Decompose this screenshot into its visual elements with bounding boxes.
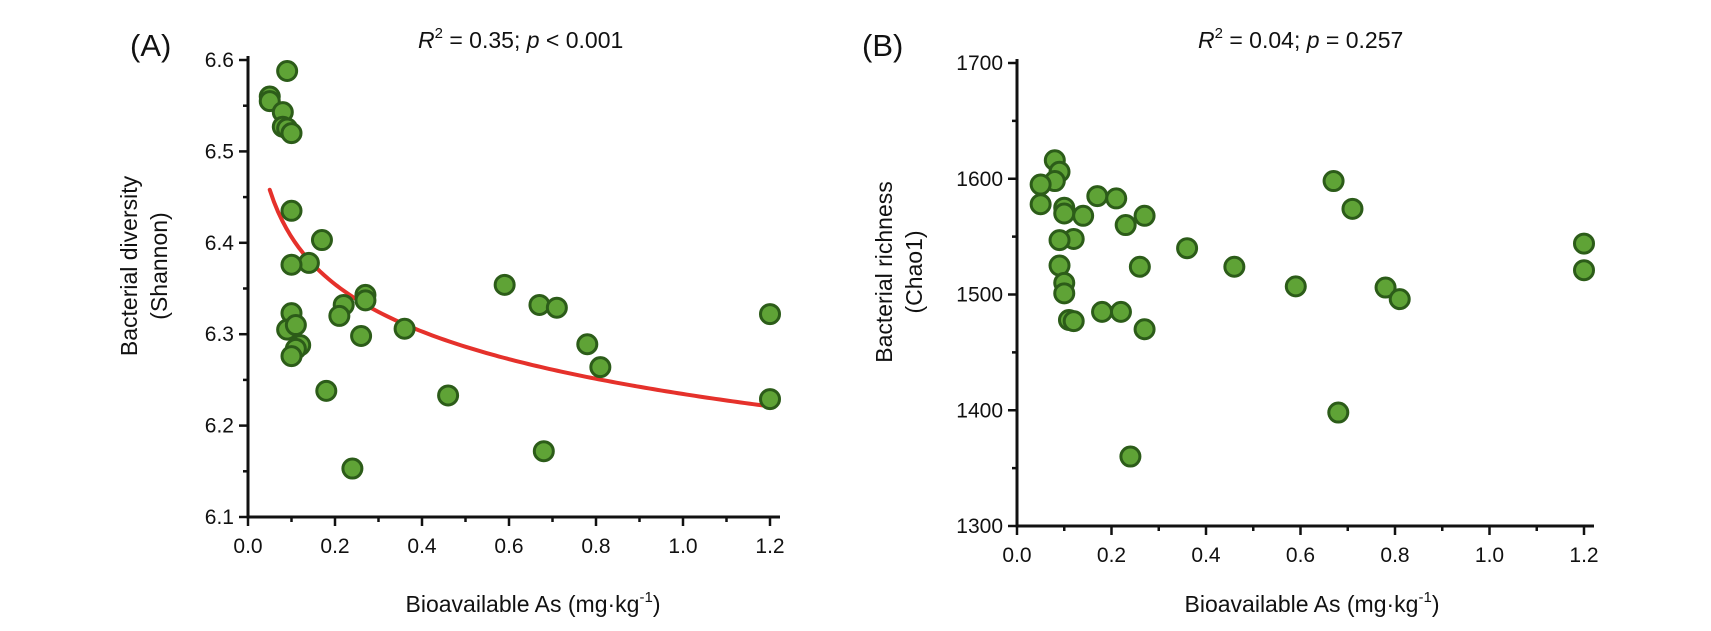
panel-b-data-point — [1176, 237, 1199, 260]
panel-b-data-point — [1091, 300, 1114, 323]
panel-b-data-point — [1062, 310, 1085, 333]
panel-a: (A) R2 = 0.35; p < 0.001 Bacterial diver… — [116, 25, 785, 617]
panel-b-axis-lines — [1015, 59, 1594, 528]
panel-b-x-tick-label: 0.2 — [1097, 544, 1126, 567]
panel-b-y-axis-label: Bacterial richness (Chao1) — [871, 181, 927, 363]
panel-b: (B) R2 = 0.04; p = 0.257 Bacterial richn… — [862, 25, 1599, 617]
panel-a-data-point — [280, 122, 303, 145]
panel-b-y-axis-label-line2: (Chao1) — [901, 230, 927, 313]
panel-b-data-point — [1133, 204, 1156, 227]
panel-a-x-tick-label: 0.2 — [320, 535, 349, 558]
panel-a-data-point — [280, 199, 303, 222]
panel-a-y-tick-label: 6.3 — [205, 323, 234, 346]
panel-a-data-point — [393, 317, 416, 340]
panel-a-data-point — [354, 289, 377, 312]
panel-a-data-point — [528, 293, 551, 316]
panel-b-data-point — [1341, 197, 1364, 220]
panel-b-data-point — [1573, 232, 1595, 255]
panel-a-stats: R2 = 0.35; p < 0.001 — [418, 25, 623, 53]
panel-a-points — [258, 59, 781, 480]
panel-a-data-point — [545, 296, 568, 319]
panel-b-x-axis-label: Bioavailable As (mg·kg-1) — [1185, 589, 1440, 617]
panel-b-label: (B) — [862, 28, 903, 63]
panel-a-x-tick-label: 1.0 — [668, 535, 697, 558]
panel-a-data-point — [437, 384, 460, 407]
panel-a-y-tick-label: 6.2 — [205, 415, 234, 438]
panel-b-x-tick-label: 1.2 — [1569, 544, 1598, 567]
panel-a-axes: 0.0 0.2 0.4 0.6 0.8 1.0 1.2 6.1 6.2 6.3 6.4 6.5 6.6 — [205, 49, 785, 558]
panel-b-data-point — [1128, 255, 1151, 278]
panel-b-data-point — [1327, 401, 1350, 424]
panel-b-axes: 0.0 0.2 0.4 0.6 0.8 1.0 1.2 1300 1400 1500 1600 170… — [956, 52, 1598, 567]
panel-a-y-tick-label: 6.6 — [205, 49, 234, 72]
panel-a-data-point — [284, 314, 307, 337]
panel-b-y-tick-label: 1700 — [956, 52, 1003, 75]
panel-b-data-point — [1109, 300, 1132, 323]
panel-b-data-point — [1284, 275, 1307, 298]
panel-b-data-point — [1114, 214, 1137, 237]
panel-a-data-point — [280, 345, 303, 368]
panel-b-stats: R2 = 0.04; p = 0.257 — [1198, 25, 1403, 53]
panel-a-data-point — [280, 253, 303, 276]
panel-b-data-point — [1072, 204, 1095, 227]
panel-a-data-point — [328, 304, 351, 327]
panel-a-y-axis-label: Bacterial diversity (Shannon) — [116, 175, 172, 356]
panel-b-x-tick-label: 1.0 — [1475, 544, 1504, 567]
panel-b-data-point — [1322, 170, 1345, 193]
panel-a-x-tick-label: 0.8 — [581, 535, 610, 558]
panel-b-x-tick-label: 0.8 — [1380, 544, 1409, 567]
panel-a-data-point — [759, 303, 781, 326]
panel-b-y-axis-label-line1: Bacterial richness — [871, 181, 897, 363]
panel-a-data-point — [759, 388, 781, 411]
panel-a-x-tick-label: 1.2 — [755, 535, 784, 558]
panel-a-data-point — [589, 356, 612, 379]
panel-b-data-point — [1029, 193, 1052, 216]
panel-a-x-tick-label: 0.6 — [494, 535, 523, 558]
panel-a-x-axis-label: Bioavailable As (mg·kg-1) — [406, 589, 661, 617]
panel-a-label: (A) — [130, 28, 171, 63]
panel-a-fit-layer — [267, 187, 772, 409]
panel-b-data-point — [1223, 255, 1246, 278]
panel-a-data-point — [341, 457, 364, 480]
panel-a-y-axis-label-line1: Bacterial diversity — [116, 175, 142, 356]
panel-a-data-point — [493, 273, 516, 296]
panel-b-y-tick-label: 1600 — [956, 168, 1003, 191]
panel-b-data-point — [1374, 276, 1397, 299]
panel-a-data-point — [310, 229, 333, 252]
panel-a-fit-curve — [267, 187, 772, 409]
panel-a-y-axis-label-line2: (Shannon) — [146, 212, 172, 319]
panel-a-data-point — [350, 325, 373, 348]
panel-a-data-point — [532, 440, 555, 463]
panel-b-data-point — [1029, 173, 1052, 196]
panel-b-x-tick-label: 0.0 — [1002, 544, 1031, 567]
panel-b-data-point — [1573, 259, 1595, 282]
panel-a-data-point — [276, 59, 299, 82]
panel-b-y-tick-label: 1400 — [956, 399, 1003, 422]
panel-a-y-tick-label: 6.4 — [205, 232, 235, 255]
panel-b-x-tick-label: 0.6 — [1286, 544, 1315, 567]
panel-a-data-point — [315, 379, 338, 402]
panel-b-data-point — [1086, 185, 1109, 208]
panel-b-points — [1029, 149, 1595, 468]
panel-b-data-point — [1048, 229, 1071, 252]
panel-a-y-tick-label: 6.1 — [205, 506, 234, 529]
panel-b-data-point — [1119, 445, 1142, 468]
panel-a-x-tick-label: 0.4 — [407, 535, 437, 558]
panel-b-data-point — [1053, 282, 1076, 305]
panel-b-data-point — [1133, 318, 1156, 341]
panel-b-y-tick-label: 1500 — [956, 284, 1003, 307]
panel-b-data-point — [1388, 288, 1411, 311]
panel-a-y-tick-label: 6.5 — [205, 140, 234, 163]
panel-b-x-tick-label: 0.4 — [1191, 544, 1221, 567]
panel-b-y-tick-label: 1300 — [956, 515, 1003, 538]
panel-b-data-point — [1053, 202, 1076, 225]
panel-b-data-point — [1105, 187, 1128, 210]
panel-a-x-tick-label: 0.0 — [233, 535, 262, 558]
panel-a-data-point — [576, 333, 599, 356]
